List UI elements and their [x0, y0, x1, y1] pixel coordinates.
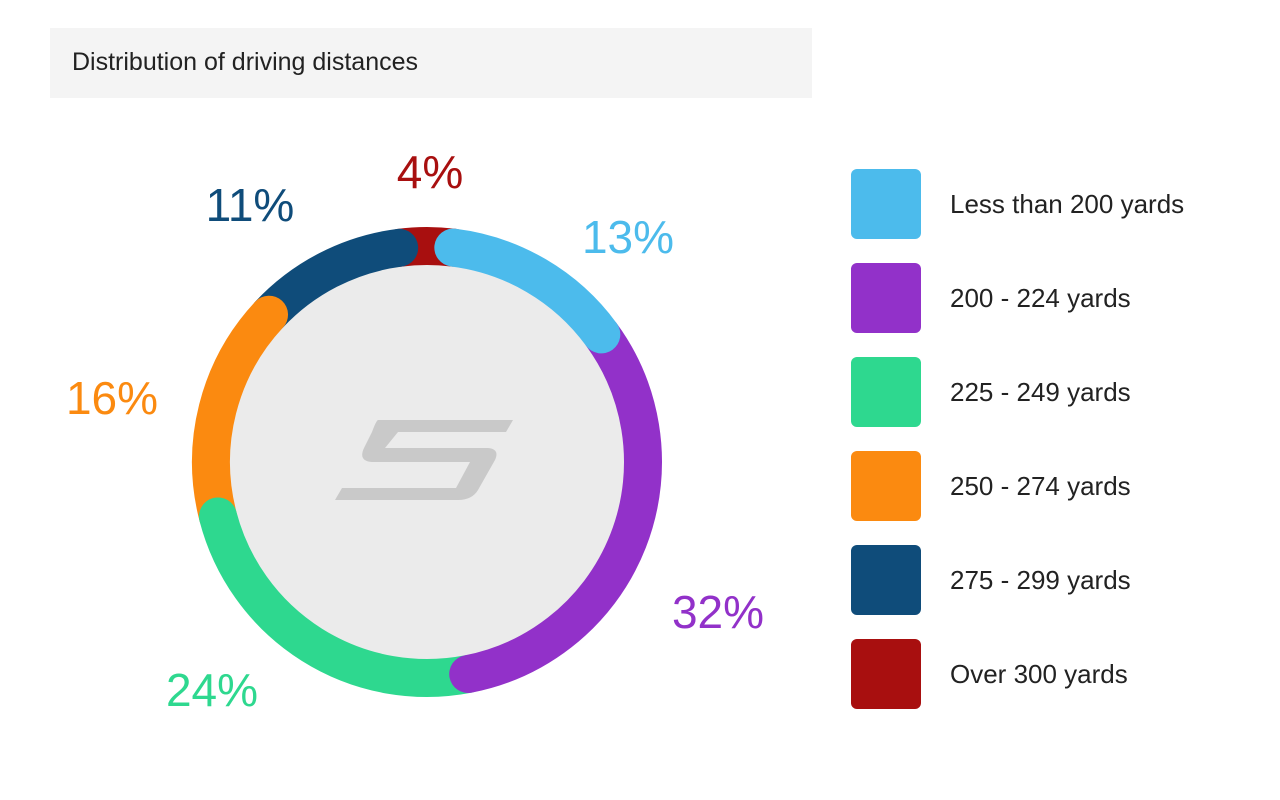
legend-item: 250 - 274 yards	[851, 451, 1184, 521]
legend-swatch	[851, 639, 921, 709]
chart-title-bar: Distribution of driving distances	[50, 28, 812, 98]
legend-label: 275 - 299 yards	[950, 564, 1131, 595]
legend-label: 200 - 224 yards	[950, 282, 1131, 313]
legend-label: Less than 200 yards	[950, 188, 1185, 219]
legend-label: 250 - 274 yards	[950, 470, 1131, 501]
percent-label: 16%	[65, 372, 159, 424]
donut-segment-2	[449, 315, 662, 694]
legend-item: 275 - 299 yards	[851, 545, 1184, 615]
legend-item: Less than 200 yards	[851, 169, 1184, 239]
donut-segment-1	[434, 228, 621, 354]
logo-s-icon	[335, 420, 513, 500]
legend-swatch	[851, 357, 921, 427]
legend: Less than 200 yards 200 - 224 yards 225 - …	[851, 169, 1184, 733]
legend-label: 225 - 249 yards	[950, 376, 1131, 407]
legend-item: Over 300 yards	[851, 639, 1184, 709]
legend-label: Over 300 yards	[950, 658, 1128, 689]
percent-label: 13%	[581, 211, 675, 263]
legend-swatch	[851, 451, 921, 521]
chart-title: Distribution of driving distances	[72, 48, 418, 76]
donut-segment-3	[198, 497, 488, 697]
legend-swatch	[851, 545, 921, 615]
percent-label: 4%	[396, 146, 464, 198]
percent-label: 24%	[165, 664, 259, 716]
legend-item: 225 - 249 yards	[851, 357, 1184, 427]
percent-label: 11%	[205, 179, 295, 231]
donut-segment-4	[192, 295, 289, 536]
legend-item: 200 - 224 yards	[851, 263, 1184, 333]
percent-label: 32%	[671, 586, 765, 638]
legend-swatch	[851, 263, 921, 333]
legend-swatch	[851, 169, 921, 239]
